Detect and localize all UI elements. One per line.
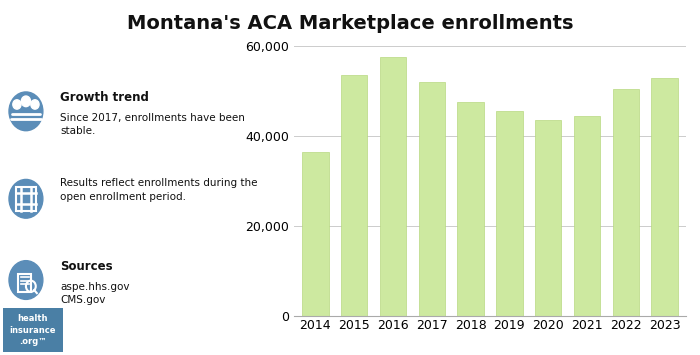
FancyBboxPatch shape	[3, 308, 63, 352]
Bar	[574, 116, 600, 316]
Bar	[535, 120, 561, 316]
Text: aspe.hhs.gov
CMS.gov: aspe.hhs.gov CMS.gov	[60, 282, 130, 305]
Bar	[419, 82, 445, 316]
Text: Growth trend: Growth trend	[60, 91, 149, 104]
Circle shape	[21, 96, 31, 106]
Circle shape	[9, 261, 43, 299]
Circle shape	[9, 92, 43, 131]
Circle shape	[31, 100, 39, 109]
Text: Montana's ACA Marketplace enrollments: Montana's ACA Marketplace enrollments	[127, 14, 573, 33]
Bar	[341, 75, 368, 316]
Bar	[302, 152, 328, 316]
Text: Sources: Sources	[60, 260, 113, 273]
Text: health
insurance
.org™: health insurance .org™	[10, 315, 56, 346]
Text: Results reflect enrollments during the
open enrollment period.: Results reflect enrollments during the o…	[60, 179, 258, 202]
Circle shape	[9, 179, 43, 218]
Bar	[652, 78, 678, 316]
Circle shape	[13, 100, 21, 109]
Bar	[457, 102, 484, 316]
Bar	[380, 58, 406, 316]
Bar	[496, 111, 523, 316]
Bar	[612, 89, 639, 316]
Text: Since 2017, enrollments have been
stable.: Since 2017, enrollments have been stable…	[60, 113, 245, 136]
